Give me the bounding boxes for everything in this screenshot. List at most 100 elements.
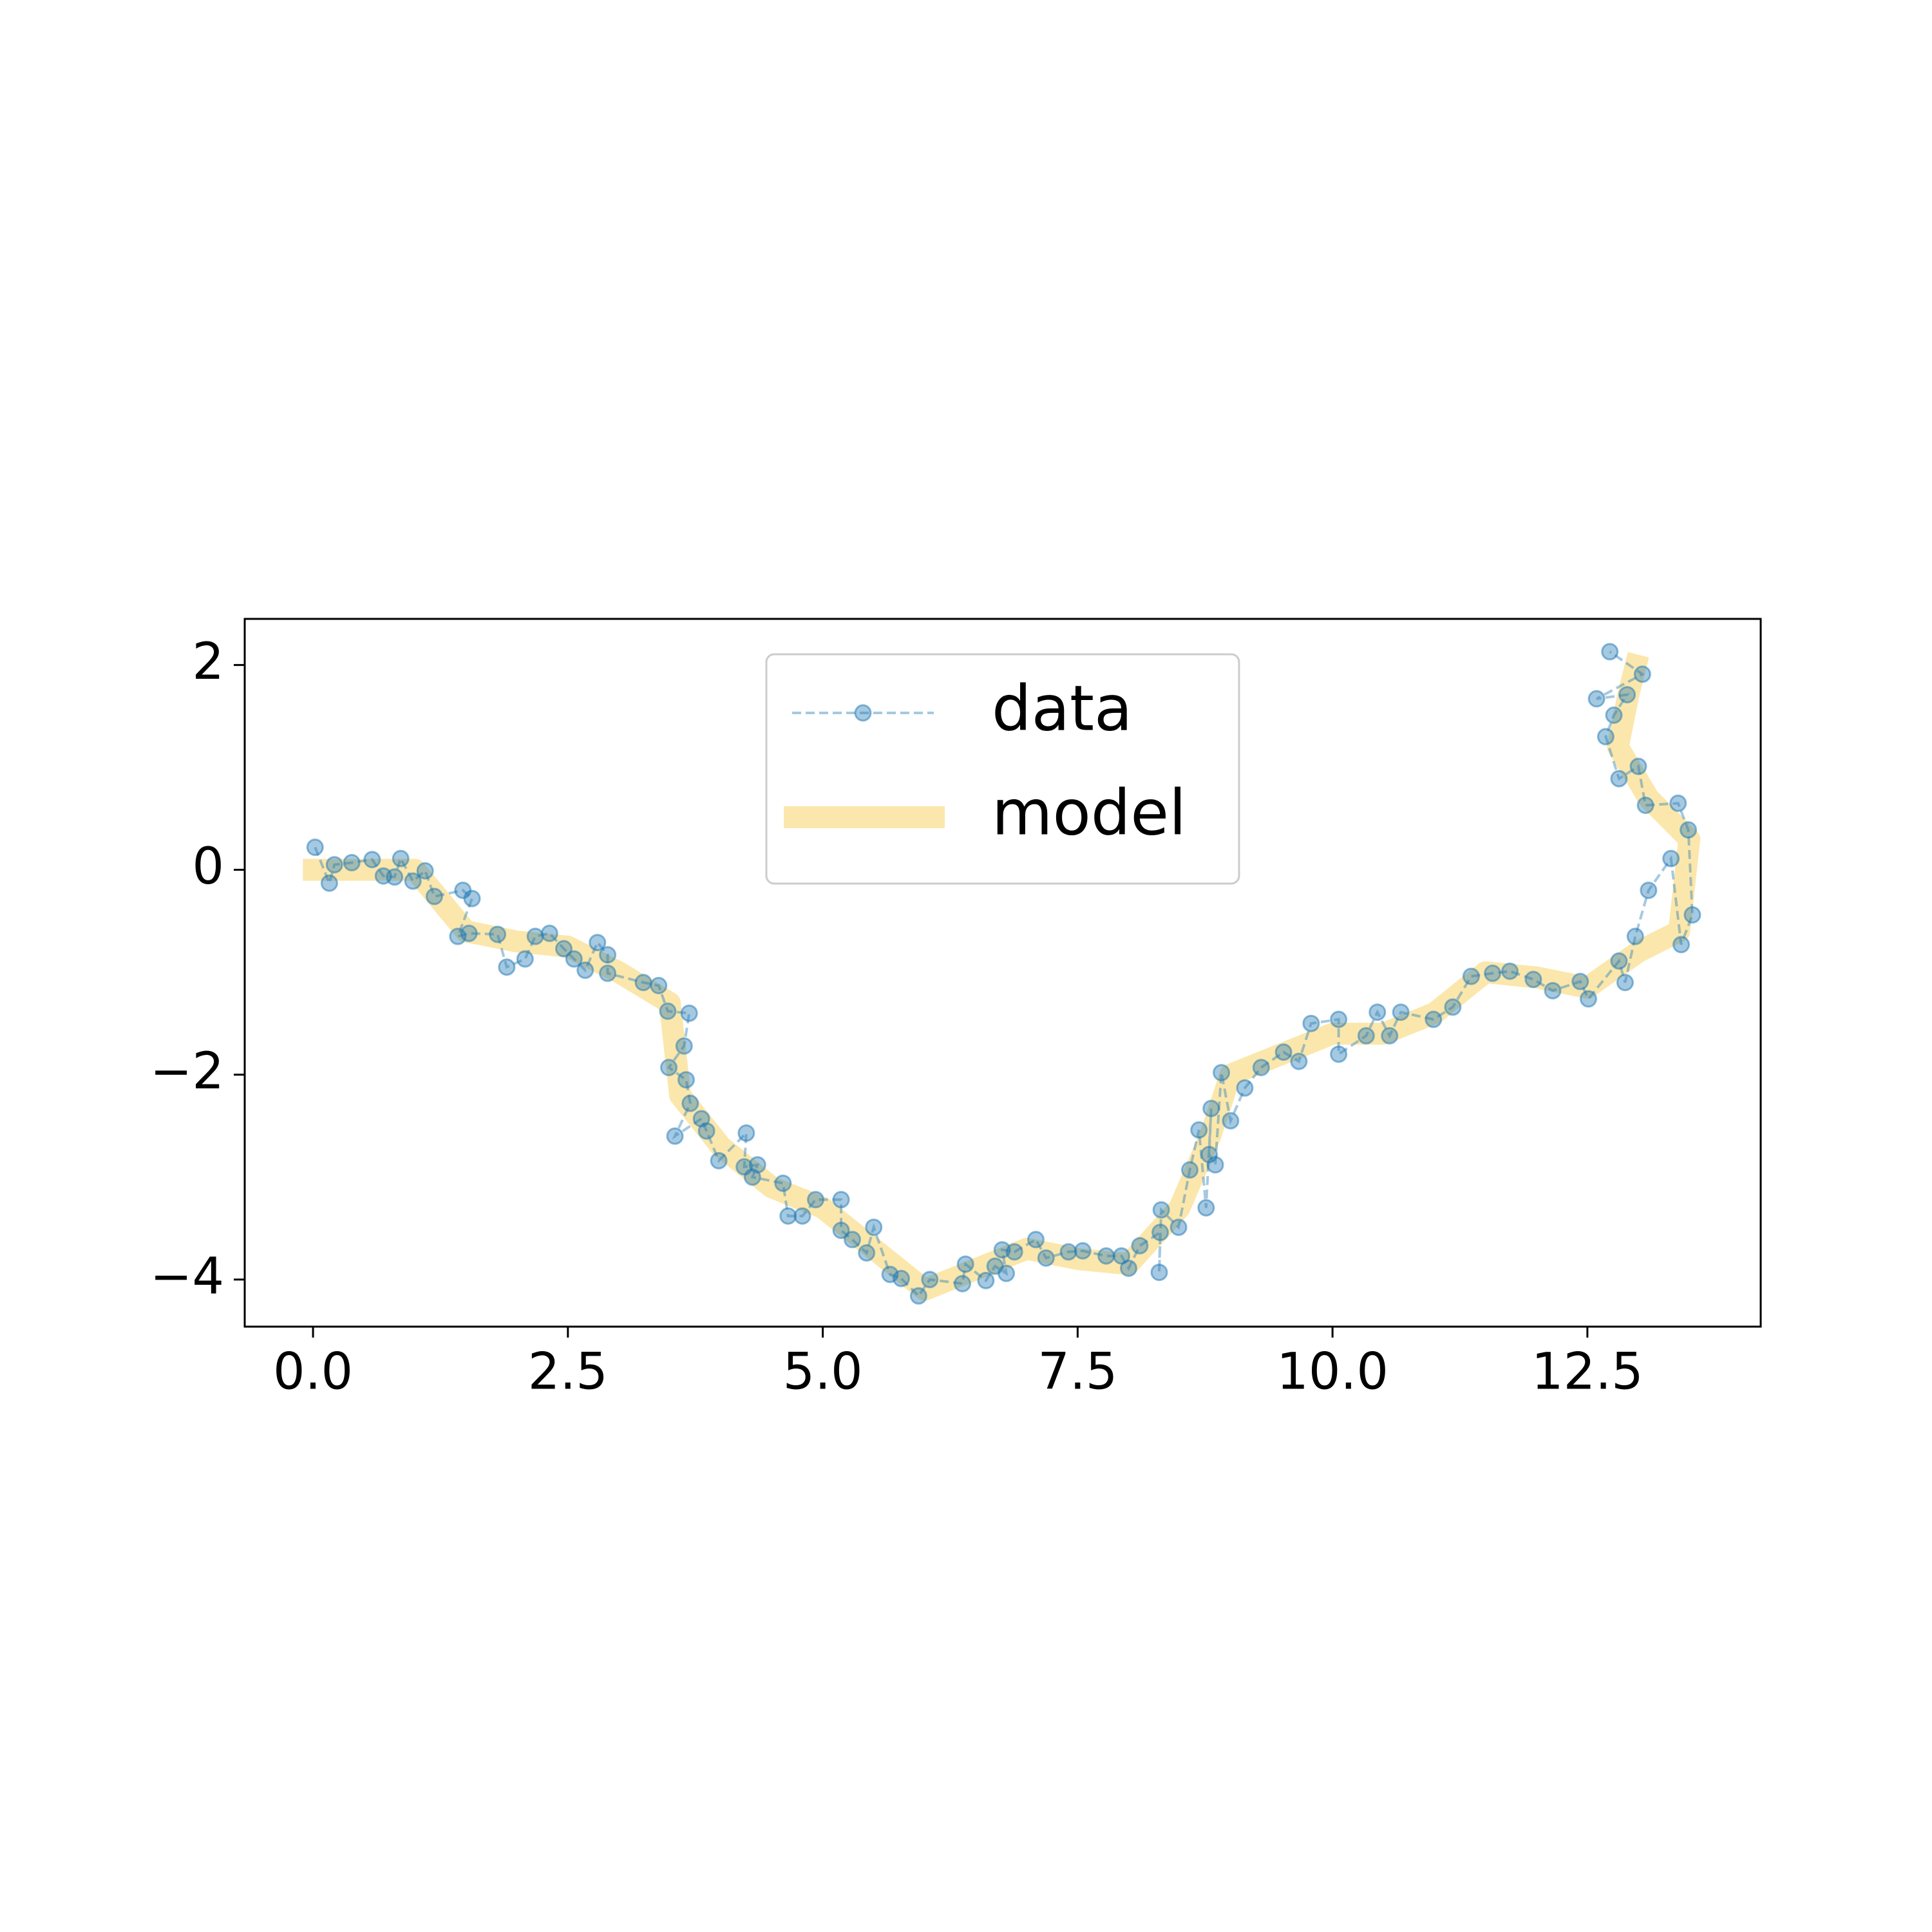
data-point <box>1636 796 1654 814</box>
data-point <box>681 1094 699 1112</box>
legend-label: data <box>992 672 1133 744</box>
data-point <box>677 1071 695 1089</box>
data-point <box>660 1059 678 1077</box>
data-point <box>1197 1199 1215 1217</box>
data-point <box>599 946 617 964</box>
data-point <box>425 887 443 905</box>
data-point <box>1005 1243 1023 1261</box>
data-point <box>1151 1224 1170 1242</box>
data-point <box>460 924 478 942</box>
data-point <box>977 1271 995 1289</box>
data-point <box>650 976 668 994</box>
data-point <box>1669 794 1687 812</box>
data-point <box>1680 821 1698 839</box>
data-point <box>489 925 507 943</box>
data-point <box>1381 1027 1399 1045</box>
data-point <box>892 1269 910 1287</box>
data-point <box>1150 1264 1168 1282</box>
data-point <box>779 1207 797 1225</box>
data-point <box>832 1221 850 1239</box>
data-point <box>1213 1064 1231 1082</box>
data-point <box>1672 936 1690 954</box>
data-point <box>1618 686 1636 704</box>
data-point <box>363 851 381 869</box>
data-line <box>314 650 1694 1298</box>
x-tick-label: 2.5 <box>528 1343 608 1401</box>
data-point <box>576 961 594 980</box>
data-point <box>737 1124 755 1142</box>
data-point <box>1662 849 1680 867</box>
data-point <box>1027 1231 1045 1249</box>
data-point <box>1236 1079 1254 1097</box>
x-tick-label: 7.5 <box>1037 1343 1117 1401</box>
data-point <box>807 1191 825 1209</box>
data-point <box>1629 757 1647 775</box>
data-point <box>858 1244 876 1262</box>
data-point <box>666 1127 684 1145</box>
data-point <box>1206 1156 1224 1174</box>
data-point <box>565 950 583 968</box>
data-point <box>921 1271 939 1289</box>
data-point <box>1222 1112 1240 1130</box>
data-point <box>1190 1121 1208 1139</box>
data-point <box>306 838 324 857</box>
data-point <box>1524 971 1542 989</box>
data-point <box>956 1255 974 1273</box>
data-point <box>1170 1218 1188 1236</box>
data-point <box>325 856 343 874</box>
plot-frame <box>243 618 1762 1328</box>
data-point <box>1302 1014 1320 1032</box>
data-point <box>1059 1243 1077 1261</box>
data-point <box>774 1174 792 1192</box>
data-point <box>1368 1003 1387 1021</box>
data-point <box>386 868 404 886</box>
data-point <box>1633 665 1651 683</box>
data-point <box>697 1122 715 1140</box>
data-point <box>1290 1052 1308 1070</box>
data-point <box>909 1287 927 1305</box>
data-point <box>675 1037 693 1055</box>
data-point <box>793 1207 811 1225</box>
data-point <box>1357 1027 1375 1045</box>
data-point <box>1587 690 1605 708</box>
data-point <box>1180 1161 1198 1179</box>
data-point <box>320 874 338 892</box>
data-point <box>589 934 607 952</box>
data-point <box>1202 1099 1220 1117</box>
data-point <box>1444 998 1462 1016</box>
data-point <box>1131 1236 1149 1255</box>
data-point <box>1571 972 1589 990</box>
data-point <box>865 1218 883 1236</box>
data-point <box>526 927 544 945</box>
data-point <box>998 1264 1016 1282</box>
data-point <box>404 872 422 890</box>
data-point <box>1252 1059 1270 1077</box>
y-tick-label: 0 <box>192 838 224 896</box>
data-point <box>1610 952 1628 970</box>
data-point <box>1200 1146 1218 1164</box>
data-point <box>392 849 410 867</box>
data-point <box>1152 1201 1170 1219</box>
x-tick-label: 5.0 <box>783 1343 863 1401</box>
data-point <box>953 1274 971 1293</box>
data-point <box>843 1231 861 1249</box>
data-point <box>463 889 481 907</box>
data-point <box>1601 643 1619 661</box>
data-point <box>832 1191 850 1209</box>
data-point <box>343 854 361 872</box>
y-tick-label: −4 <box>150 1247 224 1305</box>
data-point <box>1097 1247 1115 1265</box>
data-point <box>1579 990 1597 1008</box>
data-point <box>1640 881 1658 899</box>
y-tick-label: −2 <box>150 1043 224 1101</box>
x-tick-label: 0.0 <box>273 1343 353 1401</box>
data-point <box>1274 1043 1293 1061</box>
data-point <box>1484 964 1502 982</box>
data-point <box>1616 974 1634 992</box>
data-point <box>416 862 434 880</box>
data-point <box>1037 1249 1055 1267</box>
data-point <box>1605 706 1623 724</box>
data-point <box>540 924 558 942</box>
data-point <box>1544 981 1562 999</box>
